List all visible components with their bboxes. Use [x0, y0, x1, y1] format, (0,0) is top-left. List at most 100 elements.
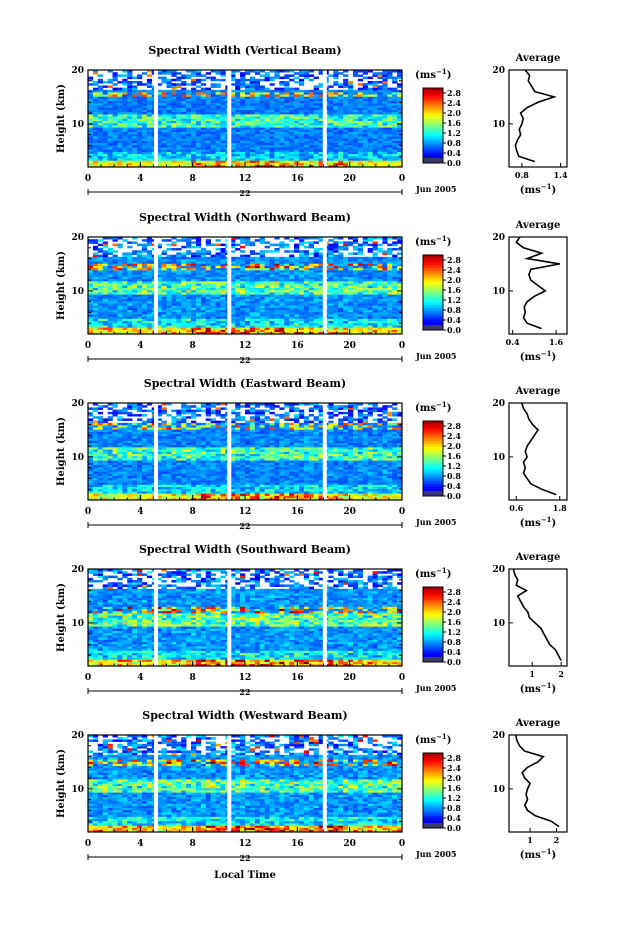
- heatmap-cells: [88, 735, 403, 833]
- day-label: 22: [239, 687, 250, 697]
- panel-4: Spectral Width (Southward Beam)1020Heigh…: [56, 543, 568, 697]
- colorbar-tick-label: 2.0: [447, 441, 461, 451]
- colorbar-frame: [422, 87, 444, 164]
- average-unit: (ms−1): [520, 182, 556, 196]
- colorbar-tick-label: 1.6: [447, 118, 461, 128]
- colorbar-tick-label: 0.0: [447, 657, 461, 667]
- average-profile: Average 10 20 1 2 (ms−1): [492, 718, 568, 861]
- y-tick-label: 20: [71, 399, 84, 409]
- x-tick-label: 20: [343, 174, 356, 184]
- avg-x-tick-label: 1.4: [554, 170, 568, 180]
- colorbar-tick-label: 1.6: [447, 285, 461, 295]
- data-gap: [322, 403, 327, 500]
- average-frame: [508, 69, 568, 168]
- x-tick-label: 12: [239, 673, 252, 683]
- x-tick-label: 0: [85, 673, 91, 683]
- x-tick-label: 16: [291, 673, 304, 683]
- y-tick-label: 10: [71, 120, 84, 130]
- heatmap-cells: [88, 237, 403, 335]
- x-tick-label: 16: [291, 839, 304, 849]
- colorbar-tick-label: 0.8: [447, 138, 461, 148]
- avg-x-tick-label: 1.8: [553, 503, 567, 513]
- x-tick-label: 8: [190, 174, 196, 184]
- x-tick-label: 20: [343, 839, 356, 849]
- avg-y-tick-label: 20: [492, 399, 505, 409]
- x-tick-label: 12: [239, 507, 252, 517]
- colorbar-tick-label: 0.4: [447, 315, 461, 325]
- colorbar-tick-label: 2.4: [447, 98, 461, 108]
- x-tick-label: 0: [399, 839, 405, 849]
- data-gap: [227, 70, 232, 167]
- heatmap-cells: [88, 70, 403, 168]
- colorbar-tick-label: 2.4: [447, 763, 461, 773]
- y-axis-label: Height (km): [56, 417, 67, 486]
- data-gap: [154, 237, 159, 334]
- x-tick-label: 0: [85, 341, 91, 351]
- avg-x-tick-label: 0.8: [515, 170, 529, 180]
- colorbar-unit: (ms−1): [415, 566, 451, 580]
- x-tick-label: 20: [343, 341, 356, 351]
- average-line: [514, 69, 557, 163]
- panels: Spectral Width (Vertical Beam)1020Height…: [56, 44, 568, 863]
- colorbar-tick-label: 2.8: [447, 421, 461, 431]
- y-tick-label: 20: [71, 233, 84, 243]
- colorbar-tick-label: 2.0: [447, 108, 461, 118]
- data-gap: [154, 403, 159, 500]
- x-tick-label: 12: [239, 341, 252, 351]
- average-unit: (ms−1): [520, 847, 556, 861]
- colorbar-tick-label: 0.8: [447, 471, 461, 481]
- avg-x-tick-label: 1: [527, 835, 533, 845]
- panel-title: Spectral Width (Vertical Beam): [148, 44, 341, 57]
- avg-x-tick-label: 1: [529, 669, 535, 679]
- avg-y-tick-label: 10: [492, 120, 505, 130]
- colorbar: 0.00.40.81.21.62.02.42.8: [422, 420, 461, 501]
- colorbar-tick-label: 0.4: [447, 481, 461, 491]
- x-tick-label: 0: [399, 341, 405, 351]
- avg-y-tick-label: 20: [492, 233, 505, 243]
- colorbar: 0.00.40.81.21.62.02.42.8: [422, 586, 461, 667]
- x-tick-label: 20: [343, 507, 356, 517]
- colorbar-tick-label: 2.8: [447, 88, 461, 98]
- average-line: [515, 236, 560, 330]
- panel-title: Spectral Width (Southward Beam): [139, 543, 351, 556]
- average-profile: Average 10 20 0.8 1.4 (ms−1): [492, 53, 567, 196]
- x-axis-label: Local Time: [214, 870, 276, 881]
- panel-title: Spectral Width (Westward Beam): [142, 709, 347, 722]
- avg-x-tick-label: 2: [554, 835, 560, 845]
- x-tick-label: 4: [137, 839, 143, 849]
- colorbar-tick-label: 1.6: [447, 451, 461, 461]
- avg-y-tick-label: 20: [492, 66, 505, 76]
- colorbar-tick-label: 2.8: [447, 255, 461, 265]
- panel-title: Spectral Width (Eastward Beam): [144, 377, 346, 390]
- colorbar-tick-label: 0.8: [447, 305, 461, 315]
- x-tick-label: 0: [85, 839, 91, 849]
- colorbar-tick-label: 0.0: [447, 325, 461, 335]
- x-tick-label: 8: [190, 673, 196, 683]
- colorbar-tick-label: 1.2: [447, 793, 461, 803]
- colorbar-frame: [422, 752, 444, 829]
- average-frame: [508, 734, 568, 833]
- data-gap: [322, 735, 327, 832]
- x-tick-label: 8: [190, 507, 196, 517]
- average-unit: (ms−1): [520, 515, 556, 529]
- y-tick-label: 10: [71, 453, 84, 463]
- avg-y-tick-label: 10: [492, 287, 505, 297]
- average-frame: [508, 236, 568, 335]
- heatmap-cells: [88, 569, 403, 667]
- colorbar-tick-label: 0.0: [447, 158, 461, 168]
- colorbar-tick-label: 1.6: [447, 617, 461, 627]
- y-tick-label: 10: [71, 619, 84, 629]
- data-gap: [154, 735, 159, 832]
- average-frame: [508, 568, 568, 667]
- avg-y-tick-label: 10: [492, 453, 505, 463]
- colorbar-tick-label: 2.0: [447, 607, 461, 617]
- x-tick-label: 4: [137, 341, 143, 351]
- panel-2: Spectral Width (Northward Beam) 10 20 Heigh…: [56, 211, 568, 365]
- average-title: Average: [515, 552, 561, 563]
- x-tick-label: 4: [137, 507, 143, 517]
- y-axis-label: Height (km): [56, 749, 67, 818]
- colorbar-tick-label: 2.4: [447, 431, 461, 441]
- average-unit: (ms−1): [520, 681, 556, 695]
- average-title: Average: [515, 53, 561, 64]
